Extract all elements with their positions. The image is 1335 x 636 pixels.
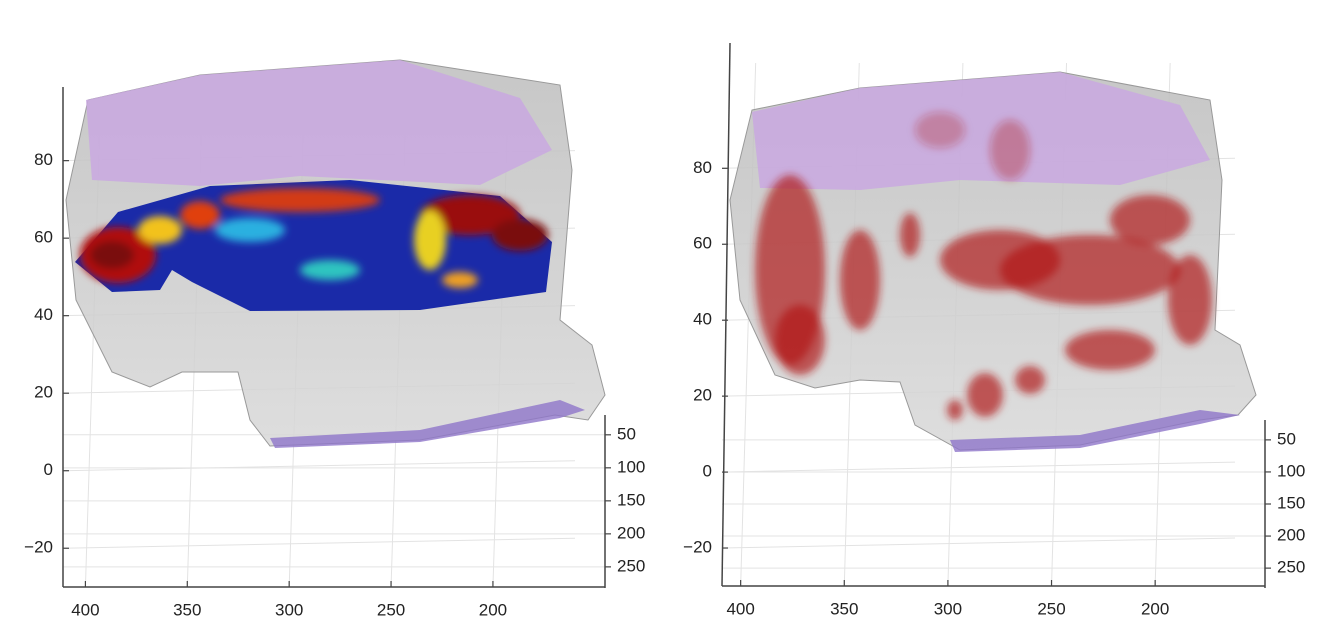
y-tick-label: 20 bbox=[34, 383, 53, 402]
x-tick-label: 300 bbox=[934, 599, 962, 618]
x-tick-label: 250 bbox=[1037, 599, 1065, 618]
y-tick-label: 80 bbox=[34, 150, 53, 169]
y-tick-label: 0 bbox=[703, 462, 712, 481]
y-tick-label: −20 bbox=[24, 538, 53, 557]
grid-line bbox=[63, 538, 575, 548]
x-tick-label: 200 bbox=[479, 600, 507, 619]
z-tick-label: 200 bbox=[1277, 526, 1305, 545]
y-tick-label: 40 bbox=[34, 305, 53, 324]
x-tick-label: 200 bbox=[1141, 599, 1169, 618]
y-axis bbox=[722, 43, 730, 586]
y-tick-label: 0 bbox=[44, 460, 53, 479]
z-tick-label: 150 bbox=[617, 490, 645, 509]
grid-line bbox=[63, 461, 575, 471]
y-tick-label: 60 bbox=[693, 234, 712, 253]
z-tick-label: 50 bbox=[617, 424, 636, 443]
y-tick-label: −20 bbox=[683, 538, 712, 557]
z-tick-label: 50 bbox=[1277, 429, 1296, 448]
x-tick-label: 300 bbox=[275, 600, 303, 619]
x-tick-label: 250 bbox=[377, 600, 405, 619]
z-tick-label: 250 bbox=[617, 556, 645, 575]
x-tick-label: 350 bbox=[173, 600, 201, 619]
x-tick-label: 400 bbox=[71, 600, 99, 619]
x-tick-label: 350 bbox=[830, 599, 858, 618]
z-tick-label: 150 bbox=[1277, 493, 1305, 512]
z-tick-label: 200 bbox=[617, 523, 645, 542]
y-tick-label: 80 bbox=[693, 158, 712, 177]
x-tick-label: 400 bbox=[726, 599, 754, 618]
y-tick-label: 40 bbox=[693, 310, 712, 329]
grid-line bbox=[722, 538, 1235, 548]
z-tick-label: 100 bbox=[617, 457, 645, 476]
y-tick-label: 60 bbox=[34, 228, 53, 247]
y-tick-label: 20 bbox=[693, 386, 712, 405]
z-tick-label: 250 bbox=[1277, 558, 1305, 577]
z-tick-label: 100 bbox=[1277, 461, 1305, 480]
tissue-right bbox=[730, 72, 1256, 452]
figure: 806040200−204003503002502005010015020025… bbox=[0, 0, 1335, 636]
tissue-left bbox=[66, 60, 605, 448]
